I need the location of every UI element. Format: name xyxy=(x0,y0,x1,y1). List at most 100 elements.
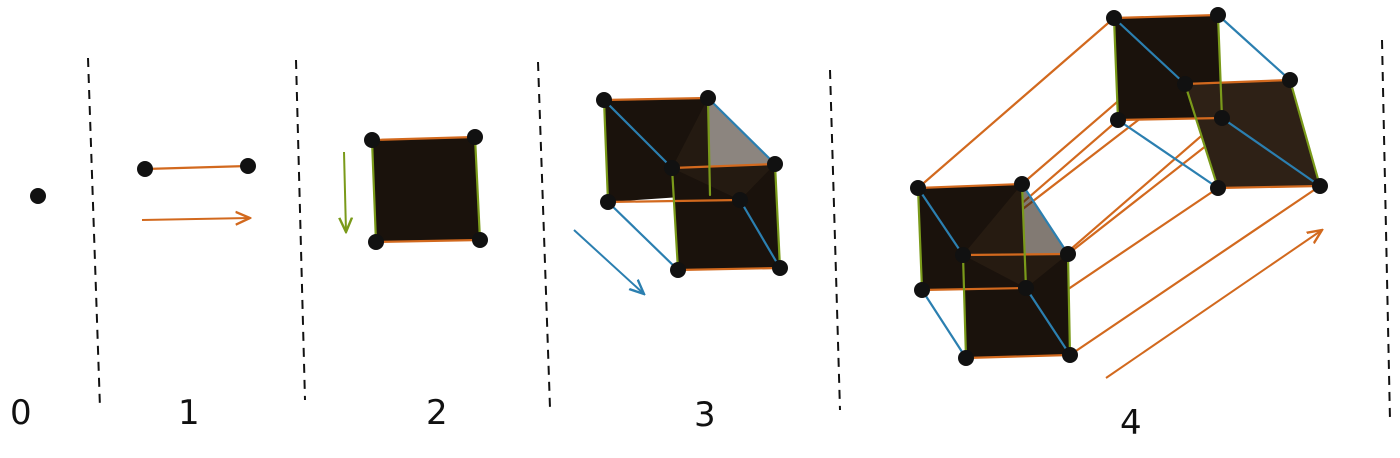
cube-edge xyxy=(916,182,1024,190)
stage-3-cube xyxy=(573,90,788,294)
vertex xyxy=(664,160,680,176)
vertex xyxy=(958,350,974,366)
vertex xyxy=(600,194,616,210)
divider-1-2 xyxy=(295,59,306,401)
cube-edge xyxy=(920,286,1028,292)
vertex xyxy=(1062,347,1078,363)
vertex xyxy=(670,262,686,278)
orange-arrow-icon xyxy=(141,218,250,220)
cube-shade-face xyxy=(672,98,775,200)
vertex xyxy=(368,234,384,250)
cube-edge xyxy=(1216,13,1292,82)
cube-edge xyxy=(773,162,782,270)
blue-arrow-icon xyxy=(573,229,644,294)
square-edge xyxy=(473,135,482,242)
segment-edge xyxy=(143,164,250,171)
cube-edge xyxy=(1116,118,1220,190)
vertex xyxy=(467,129,483,145)
cube-front-face xyxy=(672,164,780,270)
cube-edge xyxy=(606,200,680,272)
stage-0-point xyxy=(30,188,46,204)
stage-4-tesseract xyxy=(910,7,1328,379)
stage-label-0: 0 xyxy=(10,393,32,433)
vertex xyxy=(240,158,256,174)
vertex xyxy=(732,192,748,208)
vertex xyxy=(364,132,380,148)
vertex xyxy=(1110,112,1126,128)
vertex xyxy=(910,180,926,196)
cube-edge xyxy=(961,253,968,360)
divider-3-4 xyxy=(829,69,841,411)
w-edge xyxy=(1068,184,1322,357)
cube-edge xyxy=(916,186,965,257)
cube-front-face xyxy=(1185,80,1320,188)
vertex xyxy=(1014,176,1030,192)
cube-edge xyxy=(1066,252,1072,357)
cube-edge xyxy=(1020,182,1070,256)
cube-edge xyxy=(1024,286,1072,357)
stage-1-segment xyxy=(137,158,256,220)
cube-shade-face xyxy=(963,184,1068,288)
cube-edge xyxy=(1216,13,1224,120)
cube-edge xyxy=(706,96,777,166)
cube-edge xyxy=(670,166,680,272)
cube-edge xyxy=(961,252,1070,257)
stage-dividers xyxy=(87,39,1391,421)
tesseract-right-cube xyxy=(1106,7,1328,196)
cube-edge xyxy=(602,98,674,170)
cube-edge xyxy=(706,96,712,197)
divider-4-end xyxy=(1381,39,1391,421)
cube-edge xyxy=(602,98,610,204)
stage-label-3: 3 xyxy=(694,395,716,435)
cube-edge xyxy=(738,198,782,270)
cube-edge xyxy=(1216,184,1322,190)
stage-labels: 0 1 2 3 4 xyxy=(10,393,1142,443)
vertex xyxy=(137,161,153,177)
vertex xyxy=(1210,180,1226,196)
vertex xyxy=(1214,110,1230,126)
square-face xyxy=(372,137,480,242)
vertex xyxy=(700,90,716,106)
cube-edge xyxy=(1288,78,1322,188)
stage-label-2: 2 xyxy=(426,393,448,433)
vertex xyxy=(30,188,46,204)
vertex xyxy=(472,232,488,248)
vertex xyxy=(1210,7,1226,23)
square-edge xyxy=(370,135,477,142)
stage-2-square xyxy=(344,129,488,250)
orange-diagonal-arrow-icon xyxy=(1105,230,1322,379)
vertex xyxy=(772,260,788,276)
cube-edge xyxy=(1112,16,1120,122)
vertex xyxy=(1106,10,1122,26)
cube-edge xyxy=(916,186,924,292)
square-edge xyxy=(370,138,378,244)
divider-2-3 xyxy=(537,61,551,409)
vertex xyxy=(1060,246,1076,262)
cube-edge xyxy=(964,353,1072,360)
vertex xyxy=(1018,280,1034,296)
cube-edge xyxy=(1020,182,1028,290)
cube-edge xyxy=(1183,78,1292,86)
tesseract-left-cube xyxy=(910,176,1078,366)
vertex xyxy=(955,247,971,263)
cube-front-face xyxy=(963,254,1070,358)
stage-label-1: 1 xyxy=(178,393,200,433)
cube-edge xyxy=(1112,16,1187,86)
cube-edge xyxy=(602,96,710,102)
vertex xyxy=(767,156,783,172)
vertex xyxy=(596,92,612,108)
cube-edge xyxy=(1112,13,1220,20)
cube-edge xyxy=(670,162,777,170)
cube-edge xyxy=(1183,82,1220,190)
vertex xyxy=(1177,76,1193,92)
square-edge xyxy=(374,238,482,244)
vertex xyxy=(914,282,930,298)
w-edge xyxy=(916,16,1116,190)
green-arrow-icon xyxy=(344,151,346,232)
cube-edge xyxy=(676,266,782,272)
vertex xyxy=(1312,178,1328,194)
cube-edge xyxy=(920,288,968,360)
cube-edge xyxy=(1116,116,1224,122)
cube-edge xyxy=(1220,116,1322,188)
